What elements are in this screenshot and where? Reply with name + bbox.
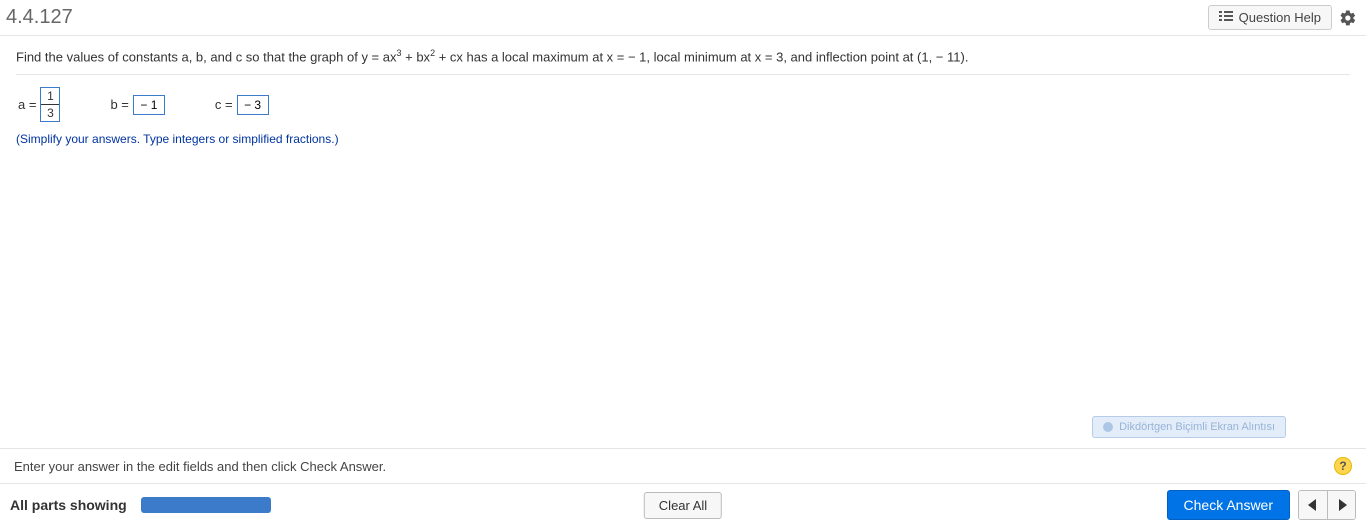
top-bar: 4.4.127 Question Help	[0, 0, 1366, 36]
b-input[interactable]	[133, 95, 165, 115]
nav-group	[1298, 490, 1356, 520]
check-answer-button[interactable]: Check Answer	[1167, 490, 1290, 520]
a-fraction-input[interactable]: 1 3	[40, 87, 60, 122]
answer-b-group: b =	[110, 95, 164, 115]
top-right-controls: Question Help	[1208, 5, 1358, 30]
bottom-center-block: Clear All	[644, 492, 722, 519]
simplify-hint: (Simplify your answers. Type integers or…	[16, 128, 1350, 146]
bottom-bar: All parts showing Clear All Check Answer	[0, 483, 1366, 526]
answer-a-group: a = 1 3	[18, 87, 60, 122]
c-input[interactable]	[237, 95, 269, 115]
clear-all-button[interactable]: Clear All	[644, 492, 722, 519]
question-mid1: + bx	[402, 49, 431, 64]
snip-dot-icon	[1103, 422, 1113, 432]
instruction-bar: Enter your answer in the edit fields and…	[0, 448, 1366, 483]
snip-overlay: Dikdörtgen Biçimli Ekran Alıntısı	[1092, 416, 1286, 438]
snip-overlay-text: Dikdörtgen Biçimli Ekran Alıntısı	[1119, 421, 1275, 433]
answer-c-group: c =	[215, 95, 269, 115]
question-area: Find the values of constants a, b, and c…	[0, 36, 1366, 146]
b-label: b =	[110, 97, 128, 112]
question-help-button[interactable]: Question Help	[1208, 5, 1332, 30]
a-denominator[interactable]: 3	[41, 105, 59, 121]
bottom-right-block: Check Answer	[1167, 490, 1356, 520]
all-parts-label: All parts showing	[10, 497, 127, 513]
list-icon	[1219, 10, 1233, 25]
footer-help-icon[interactable]: ?	[1334, 457, 1352, 475]
answers-row: a = 1 3 b = c =	[16, 75, 1350, 128]
prev-button[interactable]	[1299, 491, 1327, 519]
next-button[interactable]	[1327, 491, 1355, 519]
c-label: c =	[215, 97, 233, 112]
progress-bar	[141, 497, 271, 513]
gear-icon[interactable]	[1338, 8, 1358, 28]
question-suffix: + cx has a local maximum at x = − 1, loc…	[435, 49, 968, 64]
bottom-left-block: All parts showing	[10, 497, 271, 513]
footer: Enter your answer in the edit fields and…	[0, 448, 1366, 526]
question-help-label: Question Help	[1239, 10, 1321, 25]
question-text: Find the values of constants a, b, and c…	[16, 48, 1350, 75]
a-numerator[interactable]: 1	[41, 88, 59, 104]
question-prefix: Find the values of constants a, b, and c…	[16, 49, 397, 64]
instruction-text: Enter your answer in the edit fields and…	[14, 459, 386, 474]
question-number: 4.4.127	[6, 6, 73, 29]
a-label: a =	[18, 97, 36, 112]
